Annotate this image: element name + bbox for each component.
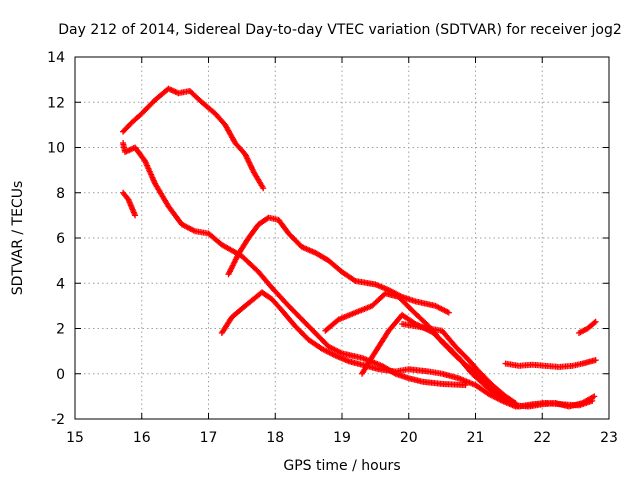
data-point xyxy=(589,397,596,404)
series-track-h xyxy=(399,320,519,407)
x-axis-label: GPS time / hours xyxy=(283,458,400,474)
data-marks xyxy=(120,85,599,410)
series-track-e xyxy=(218,289,598,410)
series-track-d xyxy=(225,214,452,316)
x-tick-label: 21 xyxy=(467,430,485,446)
data-point xyxy=(132,212,139,219)
data-point xyxy=(589,394,596,401)
x-tick-label: 15 xyxy=(66,430,84,446)
chart-title: Day 212 of 2014, Sidereal Day-to-day VTE… xyxy=(58,22,621,38)
y-tick-label: 12 xyxy=(47,95,65,111)
y-tick-label: 4 xyxy=(56,276,65,292)
y-tick-label: 8 xyxy=(56,186,65,202)
y-tick-label: 0 xyxy=(56,367,65,383)
grid xyxy=(75,57,609,419)
data-point xyxy=(445,309,452,316)
data-point xyxy=(591,319,598,326)
data-point xyxy=(552,400,559,407)
data-point xyxy=(592,318,599,325)
data-point xyxy=(512,400,519,407)
y-tick-label: 14 xyxy=(47,50,65,66)
y-tick-label: 6 xyxy=(56,231,65,247)
series-track-j xyxy=(575,318,599,337)
y-tick-label: 10 xyxy=(47,141,65,157)
y-tick-label: -2 xyxy=(51,412,65,428)
y-tick-label: 2 xyxy=(56,322,65,338)
x-tick-label: 17 xyxy=(200,430,218,446)
data-point xyxy=(591,393,598,400)
x-tick-label: 18 xyxy=(266,430,284,446)
data-point xyxy=(511,399,518,406)
y-axis-label: SDTVAR / TECUs xyxy=(10,181,26,296)
series-track-f xyxy=(359,311,596,410)
axis-ticks xyxy=(74,56,610,420)
data-point xyxy=(260,185,267,192)
x-tick-label: 22 xyxy=(533,430,551,446)
y-tick-labels: -2 0 2 4 6 8 10 12 14 xyxy=(47,50,65,428)
data-point xyxy=(351,277,358,284)
data-point xyxy=(592,357,599,364)
x-tick-label: 19 xyxy=(333,430,351,446)
x-tick-label: 20 xyxy=(400,430,418,446)
x-tick-label: 23 xyxy=(600,430,618,446)
x-tick-labels: 15 16 17 18 19 20 21 22 23 xyxy=(66,430,618,446)
series-track-i xyxy=(502,357,599,370)
series-track-a xyxy=(120,85,267,192)
series-track-b xyxy=(120,139,469,389)
x-tick-label: 16 xyxy=(133,430,151,446)
series-track-c xyxy=(120,189,139,219)
